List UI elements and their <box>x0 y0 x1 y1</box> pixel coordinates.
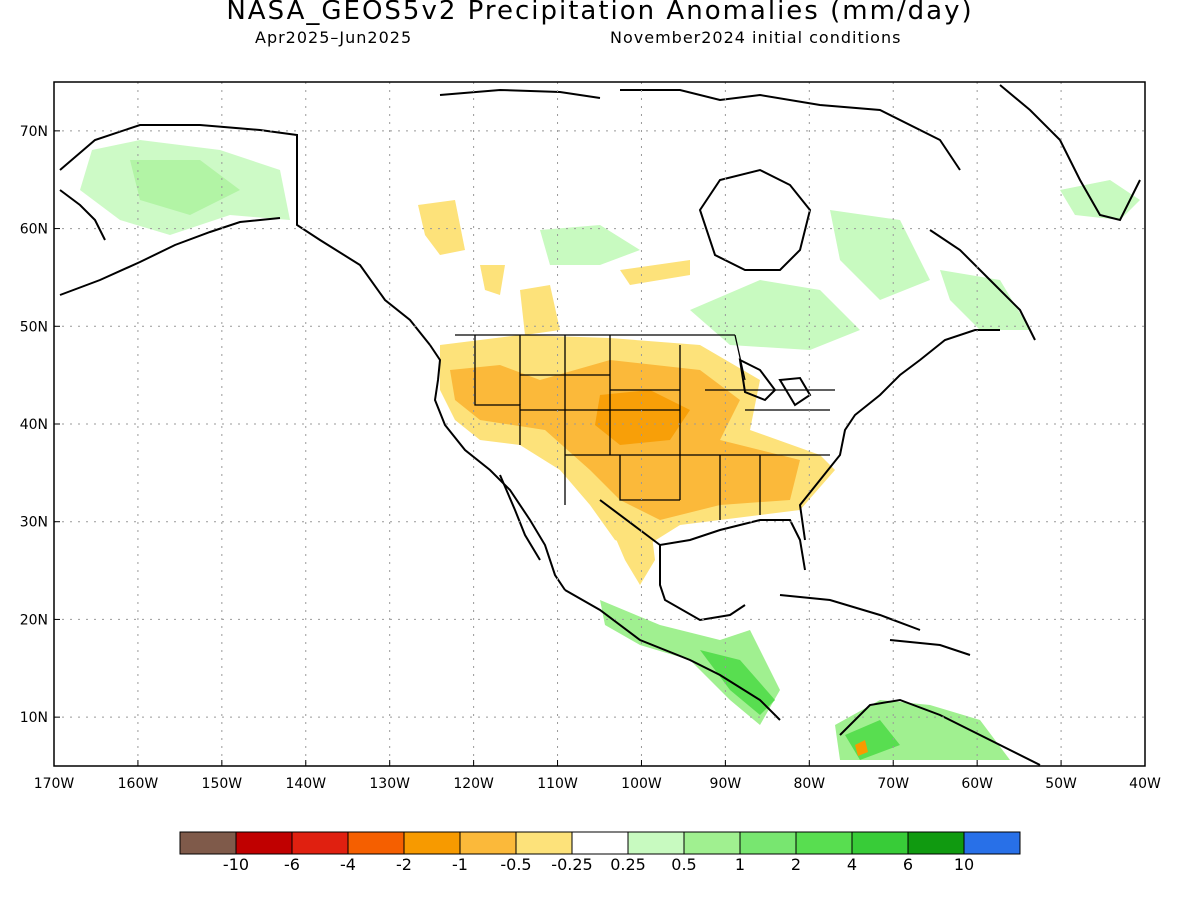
colorbar-label: -4 <box>340 855 356 874</box>
colorbar-swatch <box>683 831 741 855</box>
longitude-label: 130W <box>369 776 410 792</box>
forecast-period: Apr2025–Jun2025 <box>255 28 413 47</box>
initial-conditions: November2024 initial conditions <box>610 28 902 47</box>
longitude-label: 160W <box>118 776 159 792</box>
latitude-label: 30N <box>20 515 48 531</box>
latitude-label: 50N <box>20 319 48 335</box>
colorbar-label: 0.5 <box>671 855 697 874</box>
colorbar-swatch <box>403 831 461 855</box>
colorbar-label: 10 <box>953 855 975 874</box>
map-title: NASA_GEOS5v2 Precipitation Anomalies (mm… <box>226 0 974 26</box>
colorbar-label: -0.25 <box>551 855 593 874</box>
longitude-label: 110W <box>537 776 578 792</box>
longitude-label: 120W <box>453 776 494 792</box>
latitude-label: 40N <box>20 417 48 433</box>
colorbar-label: -10 <box>222 855 250 874</box>
colorbar-swatch <box>179 831 237 855</box>
colorbar-label: -0.5 <box>500 855 532 874</box>
colorbar-label: -6 <box>284 855 300 874</box>
longitude-label: 60W <box>961 776 993 792</box>
colorbar <box>179 831 1021 855</box>
colorbar-swatch <box>963 831 1021 855</box>
colorbar-swatch <box>907 831 965 855</box>
longitude-label: 50W <box>1045 776 1077 792</box>
latitude-labels: 70N 60N 50N 40N 30N 20N 10N <box>20 124 60 726</box>
coastlines <box>59 84 1141 766</box>
colorbar-swatch <box>571 831 629 855</box>
longitude-label: 80W <box>793 776 825 792</box>
colorbar-swatch <box>851 831 909 855</box>
longitude-label: 90W <box>710 776 742 792</box>
colorbar-label: 0.25 <box>610 855 646 874</box>
colorbar-swatch <box>459 831 517 855</box>
colorbar-swatch <box>291 831 349 855</box>
longitude-label: 140W <box>285 776 326 792</box>
longitude-label: 170W <box>34 776 75 792</box>
longitude-labels: 170W 160W 150W 140W 130W 120W 110W 100W 90W 80W 70… <box>34 760 1161 792</box>
colorbar-swatch <box>347 831 405 855</box>
colorbar-swatch <box>739 831 797 855</box>
colorbar-label: -2 <box>396 855 412 874</box>
latitude-label: 70N <box>20 124 48 140</box>
longitude-label: 70W <box>877 776 909 792</box>
colorbar-label: 4 <box>846 855 858 874</box>
latitude-label: 10N <box>20 710 48 726</box>
colorbar-swatch <box>235 831 293 855</box>
colorbar-swatch <box>627 831 685 855</box>
political-boundaries <box>455 334 835 520</box>
colorbar-label: 2 <box>790 855 802 874</box>
colorbar-swatch <box>515 831 573 855</box>
latitude-label: 60N <box>20 222 48 238</box>
anomaly-shading <box>80 140 1140 760</box>
colorbar-label: 1 <box>734 855 746 874</box>
latitude-label: 20N <box>20 612 48 628</box>
longitude-label: 150W <box>202 776 243 792</box>
longitude-label: 100W <box>621 776 662 792</box>
colorbar-label: -1 <box>452 855 468 874</box>
colorbar-label: 6 <box>902 855 914 874</box>
longitude-label: 40W <box>1129 776 1161 792</box>
colorbar-swatch <box>795 831 853 855</box>
